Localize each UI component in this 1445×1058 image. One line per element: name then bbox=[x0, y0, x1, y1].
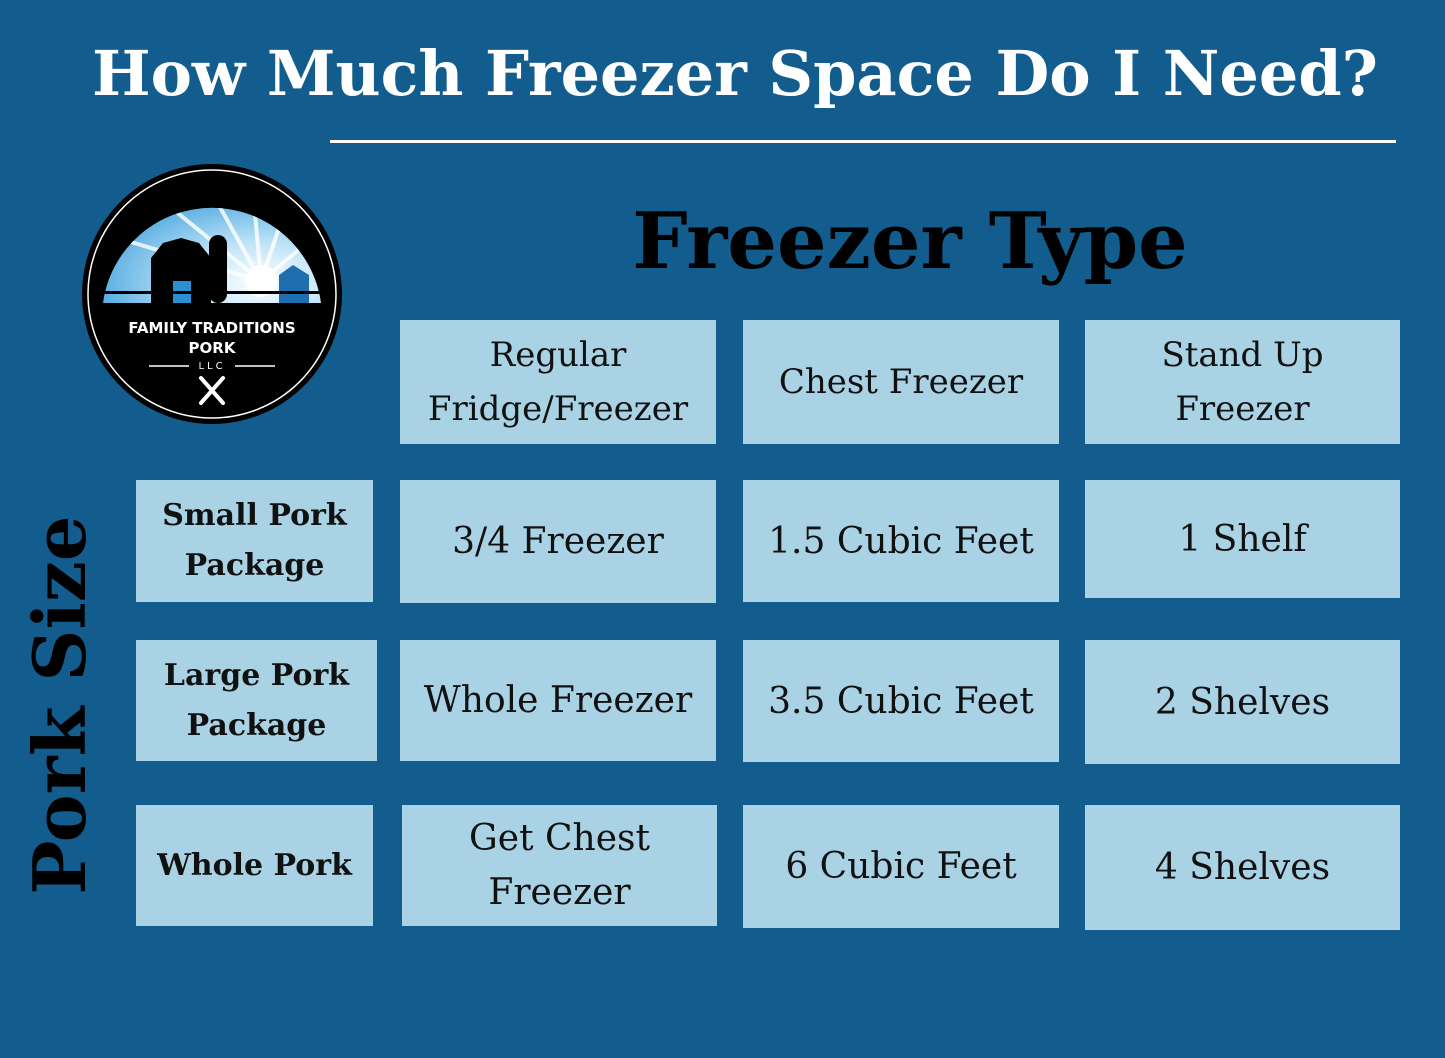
table-cell: Whole Freezer bbox=[400, 640, 716, 761]
logo-text-line2: PORK bbox=[189, 339, 237, 357]
row-group-label: Pork Size bbox=[17, 515, 102, 895]
table-cell: 1 Shelf bbox=[1085, 480, 1400, 598]
row-label: Small Pork Package bbox=[136, 480, 373, 602]
column-group-label: Freezer Type bbox=[632, 196, 1188, 287]
title-divider bbox=[330, 140, 1396, 143]
table-cell: Get Chest Freezer bbox=[402, 805, 717, 926]
table-cell: 3.5 Cubic Feet bbox=[743, 640, 1059, 762]
family-traditions-pork-logo: FAMILY TRADITIONS PORK LLC bbox=[82, 164, 342, 424]
cleaver-fork-icon bbox=[199, 376, 225, 405]
column-header: Chest Freezer bbox=[743, 320, 1059, 444]
table-cell: 6 Cubic Feet bbox=[743, 805, 1059, 928]
table-cell: 2 Shelves bbox=[1085, 640, 1400, 764]
column-header: Stand Up Freezer bbox=[1085, 320, 1400, 444]
logo-text-line3: LLC bbox=[198, 361, 225, 372]
table-cell: 3/4 Freezer bbox=[400, 480, 716, 603]
column-header: Regular Fridge/Freezer bbox=[400, 320, 716, 444]
row-label: Large Pork Package bbox=[136, 640, 377, 761]
table-cell: 4 Shelves bbox=[1085, 805, 1400, 930]
page-title: How Much Freezer Space Do I Need? bbox=[91, 37, 1378, 110]
table-cell: 1.5 Cubic Feet bbox=[743, 480, 1059, 602]
row-label: Whole Pork bbox=[136, 805, 373, 926]
logo-text-line1: FAMILY TRADITIONS bbox=[128, 319, 295, 337]
